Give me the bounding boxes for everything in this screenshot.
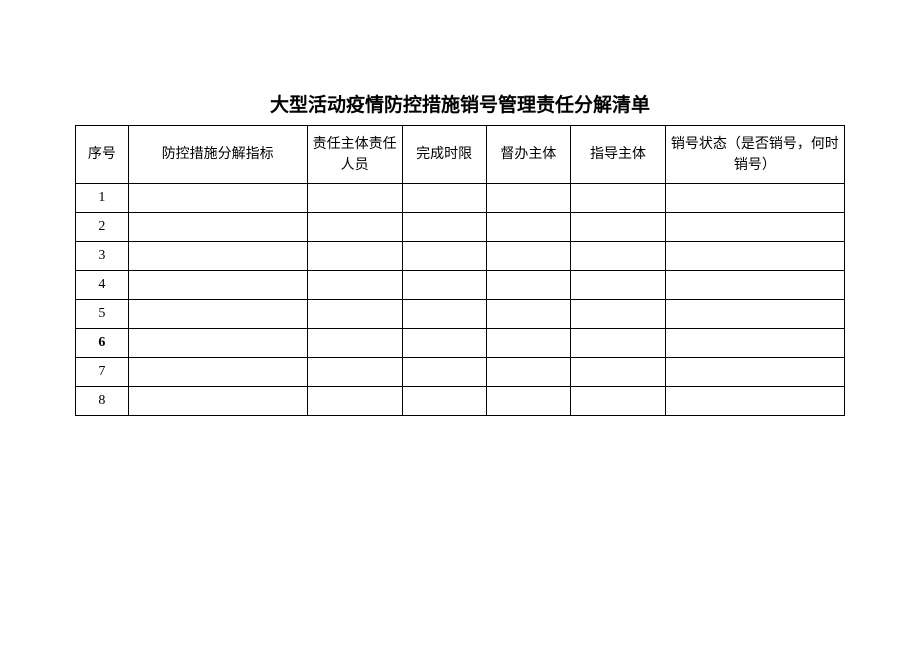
table-row: 1 — [76, 184, 845, 213]
cell-status — [665, 271, 844, 300]
cell-supervise — [486, 242, 570, 271]
document-container: 大型活动疫情防控措施销号管理责任分解清单 序号 防控措施分解指标 责任主体责任人… — [75, 90, 845, 416]
cell-responsible — [307, 387, 402, 416]
cell-indicator — [128, 271, 307, 300]
responsibility-table: 序号 防控措施分解指标 责任主体责任人员 完成时限 督办主体 指导主体 销号状态… — [75, 125, 845, 416]
cell-indicator — [128, 213, 307, 242]
cell-seq: 1 — [76, 184, 129, 213]
cell-deadline — [402, 329, 486, 358]
cell-indicator — [128, 387, 307, 416]
cell-supervise — [486, 271, 570, 300]
cell-indicator — [128, 242, 307, 271]
cell-status — [665, 387, 844, 416]
cell-seq: 2 — [76, 213, 129, 242]
cell-responsible — [307, 329, 402, 358]
cell-indicator — [128, 184, 307, 213]
table-body: 12345678 — [76, 184, 845, 416]
cell-seq: 5 — [76, 300, 129, 329]
header-seq: 序号 — [76, 126, 129, 184]
cell-deadline — [402, 213, 486, 242]
cell-supervise — [486, 329, 570, 358]
cell-supervise — [486, 358, 570, 387]
table-row: 5 — [76, 300, 845, 329]
table-header-row: 序号 防控措施分解指标 责任主体责任人员 完成时限 督办主体 指导主体 销号状态… — [76, 126, 845, 184]
cell-status — [665, 358, 844, 387]
cell-guide — [571, 242, 666, 271]
cell-deadline — [402, 242, 486, 271]
cell-supervise — [486, 184, 570, 213]
table-row: 4 — [76, 271, 845, 300]
cell-status — [665, 329, 844, 358]
header-deadline: 完成时限 — [402, 126, 486, 184]
table-row: 6 — [76, 329, 845, 358]
cell-guide — [571, 358, 666, 387]
header-supervise: 督办主体 — [486, 126, 570, 184]
table-row: 2 — [76, 213, 845, 242]
cell-deadline — [402, 271, 486, 300]
cell-supervise — [486, 213, 570, 242]
cell-guide — [571, 271, 666, 300]
cell-seq: 6 — [76, 329, 129, 358]
header-status: 销号状态（是否销号，何时销号） — [665, 126, 844, 184]
header-guide: 指导主体 — [571, 126, 666, 184]
cell-indicator — [128, 329, 307, 358]
cell-deadline — [402, 387, 486, 416]
cell-guide — [571, 213, 666, 242]
cell-indicator — [128, 358, 307, 387]
cell-responsible — [307, 300, 402, 329]
cell-seq: 8 — [76, 387, 129, 416]
table-row: 7 — [76, 358, 845, 387]
document-title: 大型活动疫情防控措施销号管理责任分解清单 — [75, 90, 845, 117]
cell-seq: 4 — [76, 271, 129, 300]
table-row: 8 — [76, 387, 845, 416]
table-header: 序号 防控措施分解指标 责任主体责任人员 完成时限 督办主体 指导主体 销号状态… — [76, 126, 845, 184]
table-row: 3 — [76, 242, 845, 271]
header-indicator: 防控措施分解指标 — [128, 126, 307, 184]
cell-guide — [571, 184, 666, 213]
cell-status — [665, 300, 844, 329]
cell-deadline — [402, 300, 486, 329]
cell-status — [665, 184, 844, 213]
header-responsible: 责任主体责任人员 — [307, 126, 402, 184]
cell-guide — [571, 300, 666, 329]
cell-seq: 3 — [76, 242, 129, 271]
cell-indicator — [128, 300, 307, 329]
cell-responsible — [307, 213, 402, 242]
cell-responsible — [307, 271, 402, 300]
cell-supervise — [486, 387, 570, 416]
cell-guide — [571, 329, 666, 358]
cell-guide — [571, 387, 666, 416]
cell-seq: 7 — [76, 358, 129, 387]
cell-status — [665, 213, 844, 242]
cell-responsible — [307, 358, 402, 387]
cell-responsible — [307, 184, 402, 213]
cell-responsible — [307, 242, 402, 271]
cell-supervise — [486, 300, 570, 329]
cell-deadline — [402, 358, 486, 387]
cell-status — [665, 242, 844, 271]
cell-deadline — [402, 184, 486, 213]
